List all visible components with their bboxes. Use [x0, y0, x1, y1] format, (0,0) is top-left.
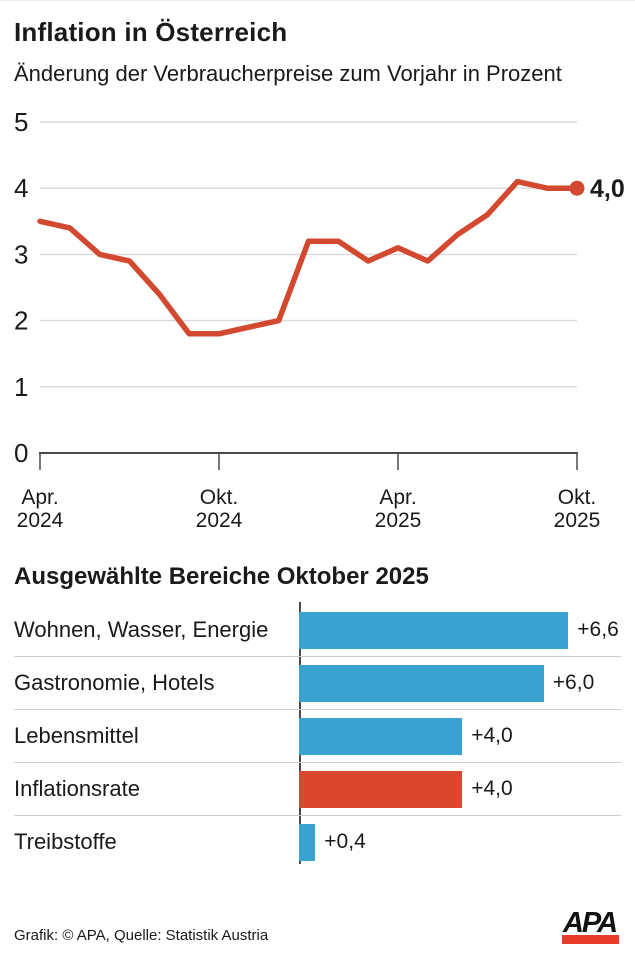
bar-value-label: +6,0 — [552, 671, 595, 694]
sector-bar-chart: Wohnen, Wasser, Energie +6,6 Gastronomie, … — [14, 602, 621, 868]
bar-category-label: Wohnen, Wasser, Energie — [14, 617, 269, 642]
bar-category-label: Lebensmittel — [14, 723, 139, 748]
bar-row: Inflationsrate +4,0 — [14, 762, 621, 815]
bar-value-label: +0,4 — [324, 830, 366, 853]
bar-row: Wohnen, Wasser, Energie +6,6 — [14, 604, 621, 656]
bar-category-label: Gastronomie, Hotels — [14, 670, 215, 695]
y-tick-label: 2 — [14, 306, 28, 336]
page-subtitle: Änderung der Verbraucherpreise zum Vorja… — [14, 61, 562, 86]
bar-section-title: Ausgewählte Bereiche Oktober 2025 — [14, 563, 429, 590]
y-tick-label: 1 — [14, 372, 28, 402]
x-tick-label: 2024 — [196, 509, 243, 532]
bar-row: Gastronomie, Hotels +6,0 — [14, 656, 621, 709]
bar-row: Treibstoffe +0,4 — [14, 815, 621, 868]
credit-line: Grafik: © APA, Quelle: Statistik Austria — [14, 927, 269, 944]
bar-row: Lebensmittel +4,0 — [14, 709, 621, 762]
x-tick-label: 2025 — [375, 509, 422, 532]
bar-value-label: +6,6 — [577, 618, 619, 641]
page-title: Inflation in Österreich — [14, 17, 288, 47]
y-tick-label: 5 — [14, 107, 28, 137]
inflation-line-chart: 012345Apr.2024Okt.2024Apr.2025Okt.20254,… — [14, 107, 625, 532]
infographic-page: Inflation in Österreich Änderung der Ver… — [0, 16, 635, 955]
x-tick-label: 2025 — [554, 509, 601, 532]
bar-fill — [299, 611, 569, 649]
bar-value-label: +4,0 — [471, 777, 513, 800]
bar-category-label: Inflationsrate — [14, 776, 140, 801]
x-tick-label: Apr. — [21, 486, 58, 509]
bar-value-label: +4,0 — [471, 724, 513, 747]
end-point-label: 4,0 — [590, 175, 625, 203]
y-tick-label: 3 — [14, 239, 28, 269]
bar-fill — [299, 823, 316, 861]
x-tick-label: Okt. — [200, 486, 239, 509]
inflation-line — [37, 178, 580, 337]
end-point-dot — [569, 180, 585, 196]
bar-category-label: Treibstoffe — [14, 829, 117, 854]
y-tick-label: 0 — [14, 438, 28, 468]
apa-logo-red-bar — [562, 935, 619, 944]
x-tick-label: 2024 — [17, 509, 64, 532]
apa-logo-text: APA — [562, 907, 618, 939]
bar-fill — [299, 770, 463, 808]
x-tick-label: Okt. — [558, 486, 597, 509]
bar-fill — [299, 717, 463, 755]
x-tick-label: Apr. — [379, 486, 416, 509]
apa-logo: APA — [562, 907, 619, 944]
footer: Grafik: © APA, Quelle: Statistik Austria… — [14, 907, 619, 944]
y-tick-label: 4 — [14, 173, 28, 203]
bar-fill — [299, 664, 544, 702]
